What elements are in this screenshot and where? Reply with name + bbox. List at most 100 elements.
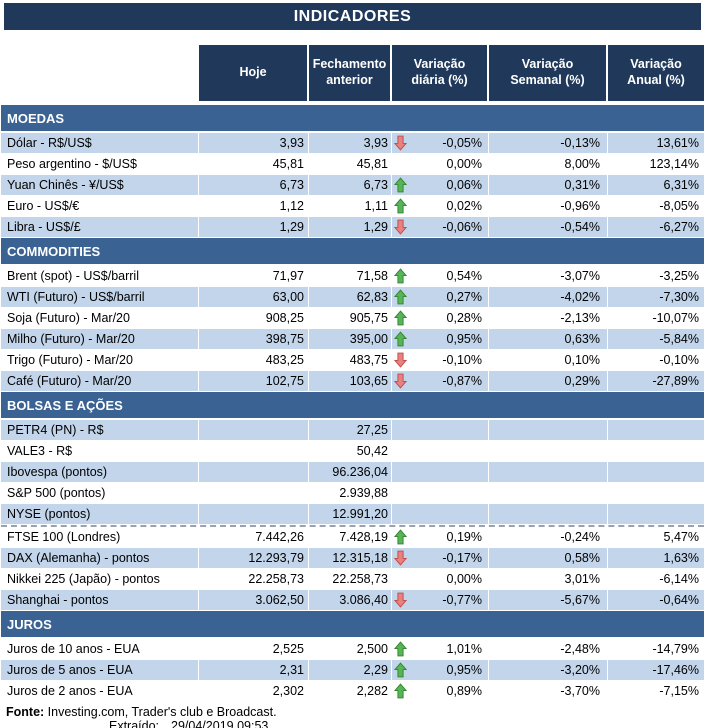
label-cell: Ibovespa (pontos) <box>1 462 199 482</box>
fechamento-cell: 71,58 <box>309 266 392 286</box>
annual-change-cell <box>608 483 704 503</box>
table-row: PETR4 (PN) - R$ 27,25 <box>1 420 704 441</box>
daily-change-value: 0,19% <box>446 530 482 544</box>
fechamento-cell: 27,25 <box>309 420 392 440</box>
label-cell: Yuan Chinês - ¥/US$ <box>1 175 199 195</box>
label-cell: Juros de 5 anos - EUA <box>1 660 199 680</box>
hoje-cell: 2,525 <box>199 639 309 659</box>
page-title: INDICADORES <box>4 3 701 30</box>
section-header-3: BOLSAS E AÇÕES <box>1 392 704 420</box>
down-arrow-icon <box>393 549 408 567</box>
label-cell: Juros de 10 anos - EUA <box>1 639 199 659</box>
up-arrow-icon <box>393 640 408 658</box>
table-row: Juros de 10 anos - EUA 2,525 2,500 1,01% -2,… <box>1 639 704 660</box>
footer: Fonte: Investing.com, Trader's club e Br… <box>1 702 704 728</box>
weekly-change-cell: 8,00% <box>489 154 608 174</box>
daily-change-value: 0,95% <box>446 663 482 677</box>
daily-change-value: 0,54% <box>446 269 482 283</box>
daily-change-value: -0,87% <box>442 374 482 388</box>
daily-change-cell <box>392 462 489 482</box>
section-header-2: COMMODITIES <box>1 238 704 266</box>
table-row: WTI (Futuro) - US$/barril 63,00 62,83 0,27%… <box>1 287 704 308</box>
daily-change-cell: 0,02% <box>392 196 489 216</box>
daily-change-cell: 0,19% <box>392 527 489 547</box>
label-cell: Nikkei 225 (Japão) - pontos <box>1 569 199 589</box>
daily-change-cell: 0,95% <box>392 329 489 349</box>
weekly-change-cell: 0,29% <box>489 371 608 391</box>
hoje-cell <box>199 462 309 482</box>
table-row: Dólar - R$/US$ 3,93 3,93 -0,05% -0,13% 13,61% <box>1 133 704 154</box>
annual-change-cell: -7,15% <box>608 681 704 701</box>
annual-change-cell: -7,30% <box>608 287 704 307</box>
daily-change-cell <box>392 420 489 440</box>
fechamento-cell: 2,500 <box>309 639 392 659</box>
hoje-cell: 2,31 <box>199 660 309 680</box>
table-row: Euro - US$/€ 1,12 1,11 0,02% -0,96% -8,05% <box>1 196 704 217</box>
fechamento-cell: 12.315,18 <box>309 548 392 568</box>
daily-change-value: -0,10% <box>442 353 482 367</box>
fechamento-cell: 3,93 <box>309 133 392 153</box>
hoje-cell <box>199 483 309 503</box>
fechamento-cell: 1,11 <box>309 196 392 216</box>
daily-change-cell: 0,27% <box>392 287 489 307</box>
daily-change-cell: 0,06% <box>392 175 489 195</box>
down-arrow-icon <box>393 134 408 152</box>
hoje-cell: 3,93 <box>199 133 309 153</box>
weekly-change-cell: -3,70% <box>489 681 608 701</box>
hoje-cell <box>199 504 309 524</box>
fechamento-cell: 2,29 <box>309 660 392 680</box>
daily-change-value: 0,27% <box>446 290 482 304</box>
table-row: Peso argentino - $/US$ 45,81 45,81 0,00% 8,0… <box>1 154 704 175</box>
fechamento-cell: 103,65 <box>309 371 392 391</box>
annual-change-cell <box>608 462 704 482</box>
extracted-label: Extraído: <box>109 719 160 728</box>
fechamento-cell: 62,83 <box>309 287 392 307</box>
column-header-variacao-semanal: Variação Semanal (%) <box>489 45 608 101</box>
hoje-cell: 71,97 <box>199 266 309 286</box>
daily-change-cell: 0,00% <box>392 154 489 174</box>
up-arrow-icon <box>393 528 408 546</box>
fechamento-cell: 2,282 <box>309 681 392 701</box>
hoje-cell <box>199 420 309 440</box>
table-row: Juros de 2 anos - EUA 2,302 2,282 0,89% -3,7… <box>1 681 704 702</box>
table-row: Ibovespa (pontos) 96.236,04 <box>1 462 704 483</box>
label-cell: Dólar - R$/US$ <box>1 133 199 153</box>
annual-change-cell <box>608 420 704 440</box>
weekly-change-cell: -3,20% <box>489 660 608 680</box>
up-arrow-icon <box>393 661 408 679</box>
daily-change-cell: -0,17% <box>392 548 489 568</box>
annual-change-cell: -27,89% <box>608 371 704 391</box>
weekly-change-cell: -0,96% <box>489 196 608 216</box>
weekly-change-cell: -2,48% <box>489 639 608 659</box>
table-row: DAX (Alemanha) - pontos 12.293,79 12.315,1… <box>1 548 704 569</box>
column-header-row: Hoje Fechamento anterior Variação diária… <box>199 45 704 101</box>
table-row: FTSE 100 (Londres) 7.442,26 7.428,19 0,19% -… <box>1 525 704 548</box>
weekly-change-cell <box>489 441 608 461</box>
fechamento-cell: 7.428,19 <box>309 527 392 547</box>
annual-change-cell: -14,79% <box>608 639 704 659</box>
weekly-change-cell <box>489 483 608 503</box>
label-cell: Soja (Futuro) - Mar/20 <box>1 308 199 328</box>
annual-change-cell: -6,27% <box>608 217 704 237</box>
daily-change-value: -0,77% <box>442 593 482 607</box>
daily-change-value: -0,17% <box>442 551 482 565</box>
weekly-change-cell: -0,24% <box>489 527 608 547</box>
label-cell: WTI (Futuro) - US$/barril <box>1 287 199 307</box>
hoje-cell: 102,75 <box>199 371 309 391</box>
label-cell: Juros de 2 anos - EUA <box>1 681 199 701</box>
daily-change-cell <box>392 483 489 503</box>
fechamento-cell: 12.991,20 <box>309 504 392 524</box>
weekly-change-cell: -2,13% <box>489 308 608 328</box>
hoje-cell: 483,25 <box>199 350 309 370</box>
label-cell: Shanghai - pontos <box>1 590 199 610</box>
daily-change-value: 0,28% <box>446 311 482 325</box>
daily-change-value: 0,00% <box>446 572 482 586</box>
hoje-cell: 6,73 <box>199 175 309 195</box>
label-cell: Milho (Futuro) - Mar/20 <box>1 329 199 349</box>
label-cell: Euro - US$/€ <box>1 196 199 216</box>
up-arrow-icon <box>393 682 408 700</box>
label-cell: DAX (Alemanha) - pontos <box>1 548 199 568</box>
column-header-hoje: Hoje <box>199 45 309 101</box>
table-row: Milho (Futuro) - Mar/20 398,75 395,00 0,95%… <box>1 329 704 350</box>
table-row: Libra - US$/£ 1,29 1,29 -0,06% -0,54% -6,27% <box>1 217 704 238</box>
